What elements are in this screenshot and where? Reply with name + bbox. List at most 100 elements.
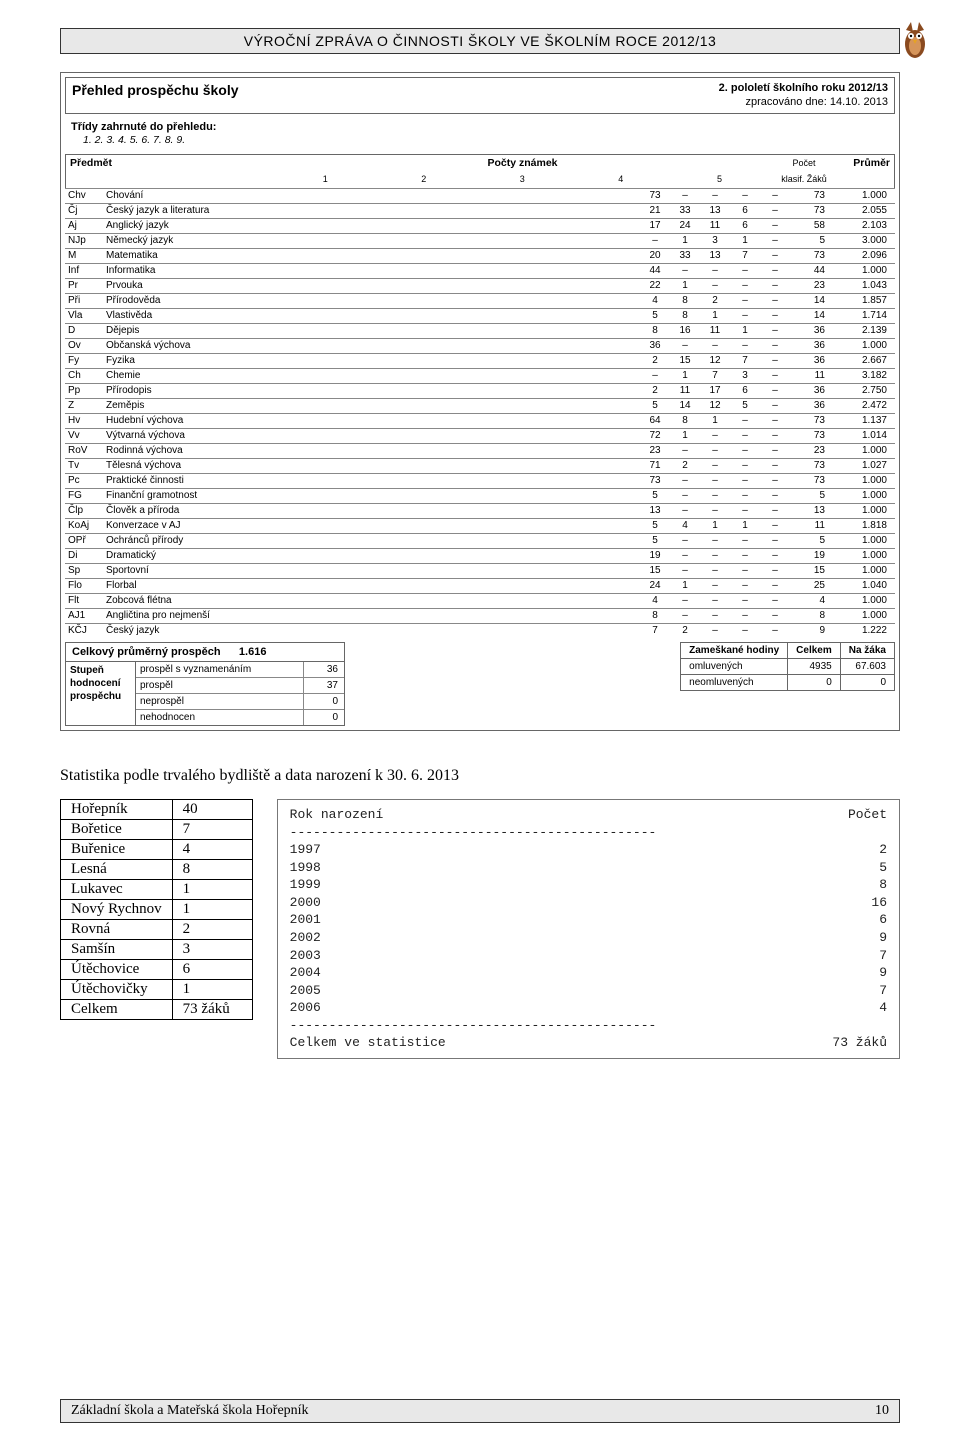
grade-count: – bbox=[730, 563, 760, 578]
subject-average: 1.000 bbox=[845, 188, 895, 203]
grade-count: – bbox=[760, 368, 790, 383]
subject-name: Prvouka bbox=[103, 278, 640, 293]
grade-count: – bbox=[670, 608, 700, 623]
subject-average: 1.222 bbox=[845, 623, 895, 638]
stats-paragraph: Statistika podle trvalého bydliště a dat… bbox=[60, 767, 900, 785]
grade-count: – bbox=[760, 203, 790, 218]
subject-code: Flt bbox=[65, 593, 103, 608]
subject-average: 1.000 bbox=[845, 488, 895, 503]
subject-average: 1.014 bbox=[845, 428, 895, 443]
grade-count: – bbox=[670, 593, 700, 608]
grade-count: – bbox=[730, 338, 760, 353]
col-average: Průměr bbox=[839, 155, 894, 173]
subject-code: RoV bbox=[65, 443, 103, 458]
grade-count: 5 bbox=[640, 398, 670, 413]
grading-level-value: 37 bbox=[304, 678, 344, 693]
subject-name: Informatika bbox=[103, 263, 640, 278]
grade-count: 71 bbox=[640, 458, 670, 473]
subject-count: 13 bbox=[790, 503, 845, 518]
grade-count: – bbox=[760, 248, 790, 263]
grade-count: 5 bbox=[640, 533, 670, 548]
report-semester: 2. pololetí školního roku 2012/13 bbox=[719, 81, 888, 95]
birth-year: 2005 bbox=[290, 982, 321, 1000]
birth-year-count: 7 bbox=[879, 982, 887, 1000]
absences-h3: Na žáka bbox=[840, 642, 894, 658]
grade-count: 5 bbox=[640, 308, 670, 323]
grade-count: 72 bbox=[640, 428, 670, 443]
absence-row: omluvených493567.603 bbox=[681, 658, 895, 674]
grade-count: 44 bbox=[640, 263, 670, 278]
location-name: Hořepník bbox=[61, 800, 173, 820]
subject-row: InfInformatika44––––441.000 bbox=[65, 263, 895, 278]
grade-count: 21 bbox=[640, 203, 670, 218]
grade-count: – bbox=[730, 548, 760, 563]
subject-code: Inf bbox=[65, 263, 103, 278]
grading-level-key: neprospěl bbox=[136, 694, 304, 709]
header-title: VÝROČNÍ ZPRÁVA O ČINNOSTI ŠKOLY VE ŠKOLN… bbox=[244, 33, 717, 49]
grade-count: – bbox=[760, 458, 790, 473]
subject-average: 1.000 bbox=[845, 533, 895, 548]
grade-count: 4 bbox=[640, 593, 670, 608]
grade-count: – bbox=[730, 428, 760, 443]
grade-count: – bbox=[760, 353, 790, 368]
birth-year: 2001 bbox=[290, 911, 321, 929]
grade-count: 64 bbox=[640, 413, 670, 428]
birth-year-row: 20029 bbox=[290, 929, 887, 947]
subject-name: Ochránců přírody bbox=[103, 533, 640, 548]
grade-count: – bbox=[700, 443, 730, 458]
subject-count: 58 bbox=[790, 218, 845, 233]
absences-h1: Zameškané hodiny bbox=[681, 642, 788, 658]
subject-code: NJp bbox=[65, 233, 103, 248]
birth-year-row: 19985 bbox=[290, 859, 887, 877]
grade-count: – bbox=[760, 383, 790, 398]
dash-line-1: ----------------------------------------… bbox=[290, 824, 887, 842]
subject-code: D bbox=[65, 323, 103, 338]
grade-count: – bbox=[760, 323, 790, 338]
subject-code: OPř bbox=[65, 533, 103, 548]
subject-name: Zeměpis bbox=[103, 398, 640, 413]
birth-year-row: 20049 bbox=[290, 964, 887, 982]
subject-name: Praktické činnosti bbox=[103, 473, 640, 488]
subject-name: Angličtina pro nejmenší bbox=[103, 608, 640, 623]
subject-count: 44 bbox=[790, 263, 845, 278]
grade-3: 3 bbox=[473, 172, 572, 188]
grade-count: – bbox=[760, 533, 790, 548]
subject-row: FltZobcová flétna4––––41.000 bbox=[65, 593, 895, 608]
grade-count: 15 bbox=[670, 353, 700, 368]
subject-name: Hudební výchova bbox=[103, 413, 640, 428]
grade-count: 4 bbox=[670, 518, 700, 533]
footer-right: 10 bbox=[875, 1403, 889, 1419]
grade-count: 73 bbox=[640, 188, 670, 203]
absences-h2: Celkem bbox=[788, 642, 841, 658]
subject-count: 5 bbox=[790, 488, 845, 503]
location-value: 40 bbox=[172, 800, 252, 820]
grade-count: 20 bbox=[640, 248, 670, 263]
subject-code: Čj bbox=[65, 203, 103, 218]
subject-count: 11 bbox=[790, 368, 845, 383]
subject-row: AJ1Angličtina pro nejmenší8––––81.000 bbox=[65, 608, 895, 623]
subject-name: Dramatický bbox=[103, 548, 640, 563]
location-value: 3 bbox=[172, 940, 252, 960]
grade-count: – bbox=[700, 263, 730, 278]
grade-count: 13 bbox=[700, 248, 730, 263]
grade-count: – bbox=[700, 503, 730, 518]
birth-year-count: 9 bbox=[879, 964, 887, 982]
grade-count: – bbox=[700, 563, 730, 578]
birth-year: 2002 bbox=[290, 929, 321, 947]
subject-row: AjAnglický jazyk1724116–582.103 bbox=[65, 218, 895, 233]
grade-count: 22 bbox=[640, 278, 670, 293]
grading-level-key: prospěl s vyznamenáním bbox=[136, 662, 304, 677]
grade-count: 13 bbox=[700, 203, 730, 218]
subject-count: 5 bbox=[790, 533, 845, 548]
col-count-2: klasif. Žáků bbox=[769, 172, 839, 188]
grade-count: 24 bbox=[640, 578, 670, 593]
subject-row: OvObčanská výchova36––––361.000 bbox=[65, 338, 895, 353]
grade-count: – bbox=[760, 548, 790, 563]
subject-code: Di bbox=[65, 548, 103, 563]
subject-name: Zobcová flétna bbox=[103, 593, 640, 608]
classes-label: Třídy zahrnuté do přehledu: bbox=[71, 120, 889, 134]
location-value: 7 bbox=[172, 820, 252, 840]
subject-count: 73 bbox=[790, 188, 845, 203]
grade-count: – bbox=[670, 488, 700, 503]
subject-row: KoAjKonverzace v AJ5411–111.818 bbox=[65, 518, 895, 533]
